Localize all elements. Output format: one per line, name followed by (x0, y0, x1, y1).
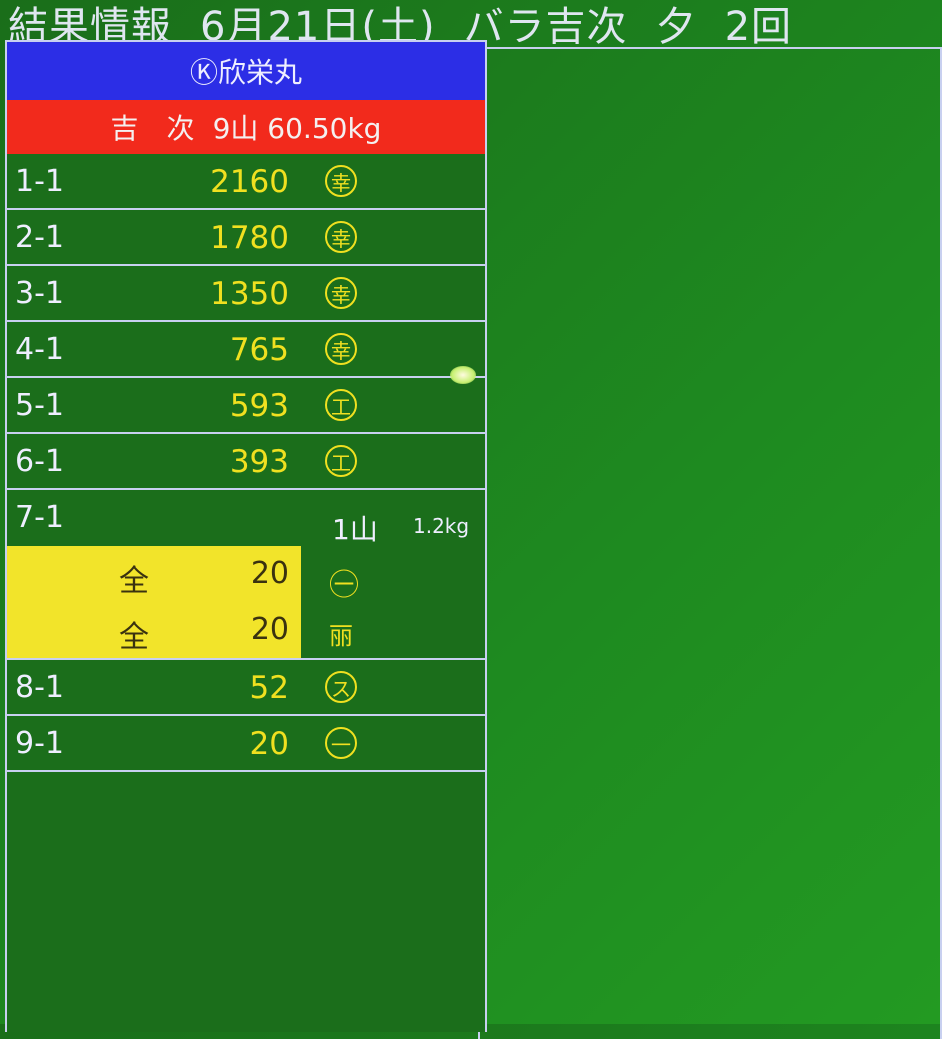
result-row: 1-1 2160 幸 (7, 154, 485, 210)
result-row: 7-1 1山 1.2kg 全 20 全 20 ㊀ 丽 (7, 490, 485, 660)
result-row: 2-1 1780 幸 (7, 210, 485, 266)
lot-summary: 吉 次 9山 60.50kg (7, 100, 485, 154)
buyer-mark-icon: 幸 (325, 165, 357, 197)
row-price: 52 (249, 670, 289, 706)
sub-label: 全 (119, 564, 149, 599)
fish-name: 吉 次 (110, 112, 195, 145)
row-weight: 1.2kg (413, 514, 470, 538)
buyer-mark-icon: 工 (325, 389, 357, 421)
row-number: 7-1 (15, 500, 64, 535)
row-number: 6-1 (15, 444, 64, 479)
lot-count-weight: 9山 60.50kg (213, 107, 382, 147)
buyer-mark-icon: 一 (325, 727, 357, 759)
buyer-mark-icon: 幸 (325, 277, 357, 309)
round-label: 2回 (724, 4, 793, 50)
lot-weight: 60.50kg (267, 112, 382, 145)
buyer-mark-icon: 幸 (325, 221, 357, 253)
row-number: 4-1 (15, 332, 64, 367)
row-price: 20 (249, 726, 289, 762)
row-price: 2160 (210, 164, 289, 200)
sub-price: 20 (250, 556, 289, 591)
screen-title: 結果情報 6月21日(土) バラ吉次夕 2回 (8, 0, 820, 50)
row-number: 5-1 (15, 388, 64, 423)
row-price: 1780 (210, 220, 289, 256)
buyer-mark-icon: ス (325, 671, 357, 703)
row-number: 9-1 (15, 726, 64, 761)
row-number: 1-1 (15, 164, 64, 199)
sub-row: 全 20 (7, 546, 301, 602)
row-price: 765 (229, 332, 289, 368)
row-price: 393 (229, 444, 289, 480)
session-label: 夕 (655, 4, 697, 50)
sub-label: 全 (119, 620, 149, 655)
category-label: バラ吉次 (463, 4, 628, 50)
sub-row: 全 20 (7, 602, 301, 658)
result-row: 5-1 593 工 (7, 378, 485, 434)
buyer-mark-icon: 丽 (329, 622, 353, 650)
result-row: 4-1 765 幸 (7, 322, 485, 378)
result-row: 6-1 393 工 (7, 434, 485, 490)
buyer-mark-icon: ㊀ (329, 568, 359, 603)
result-row: 9-1 20 一 (7, 716, 485, 772)
result-row: 3-1 1350 幸 (7, 266, 485, 322)
result-panel: Ⓚ欣栄丸 吉 次 9山 60.50kg 1-1 2160 幸 2-1 1780 幸… (5, 40, 487, 1032)
row-price: 593 (229, 388, 289, 424)
buyer-mark-icon: 幸 (325, 333, 357, 365)
sub-price: 20 (250, 612, 289, 647)
row-price: 1350 (210, 276, 289, 312)
boat-name: Ⓚ欣栄丸 (7, 42, 485, 100)
buyer-mark-icon: 工 (325, 445, 357, 477)
row-number: 3-1 (15, 276, 64, 311)
highlight-block: 全 20 全 20 (7, 546, 301, 658)
result-row: 8-1 52 ス (7, 660, 485, 716)
screen-glare (450, 366, 476, 384)
row-quantity: 1山 (332, 513, 378, 546)
row-number: 8-1 (15, 670, 64, 705)
empty-panel (478, 47, 942, 1039)
lot-count: 9山 (212, 112, 259, 145)
row-number: 2-1 (15, 220, 64, 255)
